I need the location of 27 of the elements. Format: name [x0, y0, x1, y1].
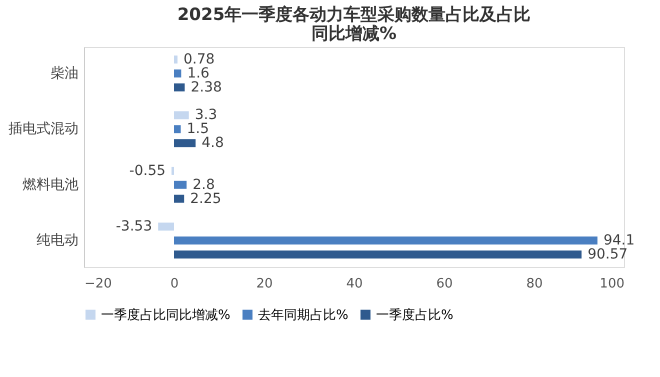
- data-label: 4.8: [202, 135, 224, 152]
- data-label: 3.3: [194, 107, 218, 124]
- data-label: 2.8: [192, 176, 215, 193]
- legend-label: 一季度占比同比增减%: [101, 306, 230, 323]
- data-label: 0.78: [184, 52, 215, 68]
- legend-label: 去年同期占比%: [258, 308, 348, 323]
- chart-title: 2025年一季度各动力车型采购数量占比及占比同比增减%: [177, 5, 531, 44]
- data-label: 90.57: [588, 246, 628, 262]
- x-tick-label: 80: [526, 276, 543, 292]
- x-tick-label: 60: [436, 276, 453, 292]
- data-label: -3.53: [116, 218, 152, 235]
- x-tick-label: 0: [170, 276, 179, 292]
- y-tick-label: 插电式混动: [8, 121, 78, 138]
- data-label: 1.6: [187, 65, 210, 82]
- data-label: 2.25: [190, 190, 222, 207]
- y-tick-label: 柴油: [50, 65, 78, 82]
- data-label: -0.55: [129, 162, 166, 179]
- x-tick-label: 100: [600, 276, 624, 292]
- data-label: 1.5: [186, 121, 210, 138]
- x-tick-label: 40: [346, 276, 363, 292]
- x-tick-label: −20: [84, 276, 112, 292]
- legend-label: 一季度占比%: [376, 306, 454, 323]
- data-label: 2.38: [190, 79, 222, 96]
- y-tick-label: 燃料电池: [22, 176, 78, 193]
- data-label: 94.1: [603, 232, 635, 249]
- y-tick-label: 纯电动: [36, 232, 78, 249]
- x-tick-label: 20: [256, 276, 273, 292]
